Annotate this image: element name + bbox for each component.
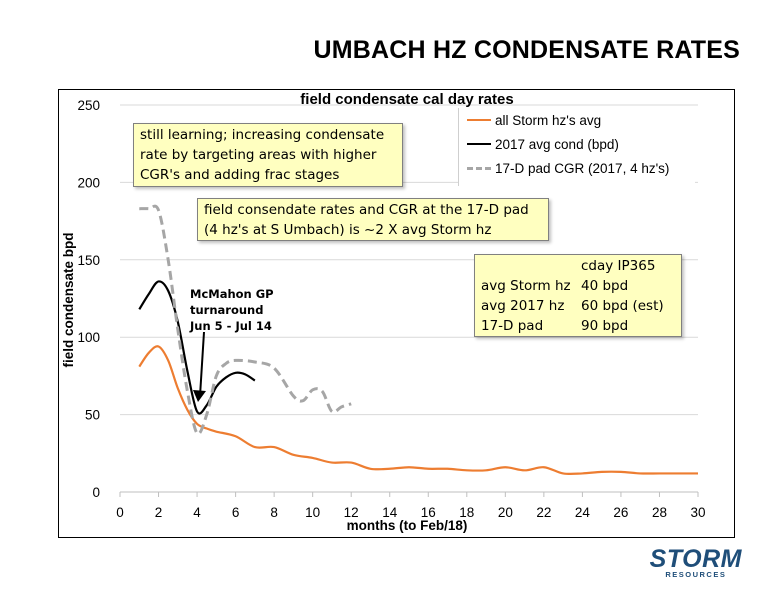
annotation-still-learning: still learning; increasing condensate ra… xyxy=(133,123,403,187)
x-tick-label: 2 xyxy=(155,505,163,520)
ip365-row: avg 2017 hz 60 bpd (est) xyxy=(481,296,675,316)
ip365-row-value: 60 bpd (est) xyxy=(581,298,664,314)
logo-subtext: RESOURCES xyxy=(665,570,727,579)
ip365-row-value: 40 bpd xyxy=(581,278,629,294)
x-tick-label: 22 xyxy=(536,505,551,520)
x-tick-label: 8 xyxy=(270,505,278,520)
series-line-17d-pad xyxy=(139,204,352,436)
annotation-line: Jun 5 - Jul 14 xyxy=(190,319,272,333)
x-tick-label: 26 xyxy=(613,505,628,520)
legend-swatch-gray xyxy=(467,166,491,170)
y-tick-label: 250 xyxy=(77,98,100,113)
annotation-17d-pad: field consendate rates and CGR at the 17… xyxy=(197,198,549,241)
legend-item-17d-pad: 17-D pad CGR (2017, 4 hz's) xyxy=(459,156,695,180)
y-tick-label: 100 xyxy=(77,330,100,345)
chart-frame xyxy=(58,89,735,538)
ip365-row-value: 90 bpd xyxy=(581,318,629,334)
legend-label: 17-D pad CGR (2017, 4 hz's) xyxy=(495,160,670,176)
x-tick-label: 28 xyxy=(652,505,667,520)
storm-logo: STORM RESOURCES xyxy=(650,546,742,579)
gridlines xyxy=(120,104,698,416)
ip365-row-label: avg 2017 hz xyxy=(481,298,565,314)
annotation-line: (4 hz's at S Umbach) is ~2 X avg Storm h… xyxy=(204,222,492,238)
x-tick-label: 6 xyxy=(232,505,240,520)
ip365-row: avg Storm hz 40 bpd xyxy=(481,276,675,296)
annotation-line: rate by targeting areas with higher xyxy=(140,147,377,163)
chart-title: field condensate cal day rates xyxy=(300,91,513,108)
x-tick-label: 16 xyxy=(421,505,436,520)
y-tick-label: 150 xyxy=(77,253,100,268)
mcmahon-arrow xyxy=(193,331,206,402)
series-lines xyxy=(138,204,698,476)
legend-swatch-orange xyxy=(467,119,491,121)
x-tick-label: 0 xyxy=(116,505,124,520)
x-tick-label: 4 xyxy=(193,505,201,520)
logo-wordmark: STORM xyxy=(649,545,742,573)
y-tick-label: 50 xyxy=(85,408,100,423)
y-axis-label: field condensate bpd xyxy=(61,232,76,367)
legend-item-storm-avg: all Storm hz's avg xyxy=(459,108,695,132)
x-tick-label: 24 xyxy=(575,505,591,520)
legend-label: 2017 avg cond (bpd) xyxy=(495,136,619,152)
x-tick-label: 30 xyxy=(690,505,705,520)
ip365-row-label: 17-D pad xyxy=(481,318,544,334)
y-tick-label: 0 xyxy=(92,485,100,500)
x-tick-label: 12 xyxy=(344,505,359,520)
x-tick-label: 20 xyxy=(498,505,513,520)
legend: all Storm hz's avg 2017 avg cond (bpd) 1… xyxy=(458,108,695,186)
x-tick-label: 18 xyxy=(459,505,474,520)
annotation-line: McMahon GP xyxy=(190,287,274,301)
annotation-line: CGR's and adding frac stages xyxy=(140,167,340,183)
legend-label: all Storm hz's avg xyxy=(495,112,602,128)
ip365-table: cday IP365 avg Storm hz 40 bpd avg 2017 … xyxy=(474,254,682,337)
ip365-row: 17-D pad 90 bpd xyxy=(481,316,675,336)
ip365-row-label: avg Storm hz xyxy=(481,278,571,294)
annotation-line: field consendate rates and CGR at the 17… xyxy=(204,202,529,218)
x-tick-label: 10 xyxy=(305,505,320,520)
mcmahon-annotation: McMahon GP turnaround Jun 5 - Jul 14 xyxy=(190,286,274,334)
ip365-header: cday IP365 xyxy=(581,258,656,274)
series-line-2017-avg xyxy=(138,280,256,415)
legend-swatch-black xyxy=(467,143,491,145)
annotation-line: still learning; increasing condensate xyxy=(140,127,385,143)
annotation-line: turnaround xyxy=(190,303,264,317)
y-tick-label: 200 xyxy=(77,175,100,190)
x-axis-label: months (to Feb/18) xyxy=(347,518,468,533)
x-tick-label: 14 xyxy=(382,505,398,520)
legend-item-2017-avg: 2017 avg cond (bpd) xyxy=(459,132,695,156)
axes xyxy=(119,491,699,497)
slide-title: UMBACH HZ CONDENSATE RATES xyxy=(313,36,740,64)
